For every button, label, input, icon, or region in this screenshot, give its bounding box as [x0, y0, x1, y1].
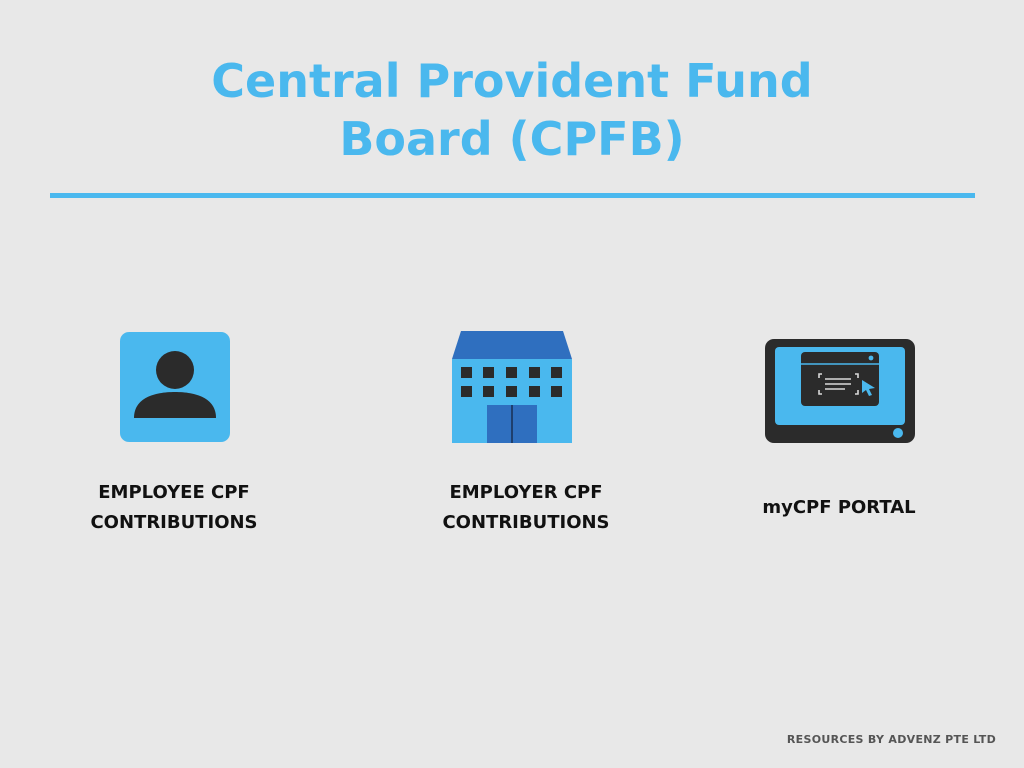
employee-cpf-label: EMPLOYEE CPF CONTRIBUTIONS [90, 482, 258, 533]
mycpf-portal-label: myCPF PORTAL [762, 497, 916, 518]
person-icon [120, 332, 230, 442]
web-portal-icon [765, 339, 915, 443]
page-title: Central Provident Fund Board (CPFB) [0, 52, 1024, 168]
title-line-2: Board (CPFB) [339, 112, 685, 166]
title-line-1: Central Provident Fund [211, 54, 813, 108]
footer-credit: RESOURCES BY ADVENZ PTE LTD [786, 733, 996, 746]
office-building-icon [452, 331, 572, 443]
employer-cpf-label: EMPLOYER CPF CONTRIBUTIONS [442, 482, 610, 533]
title-divider [50, 193, 975, 198]
